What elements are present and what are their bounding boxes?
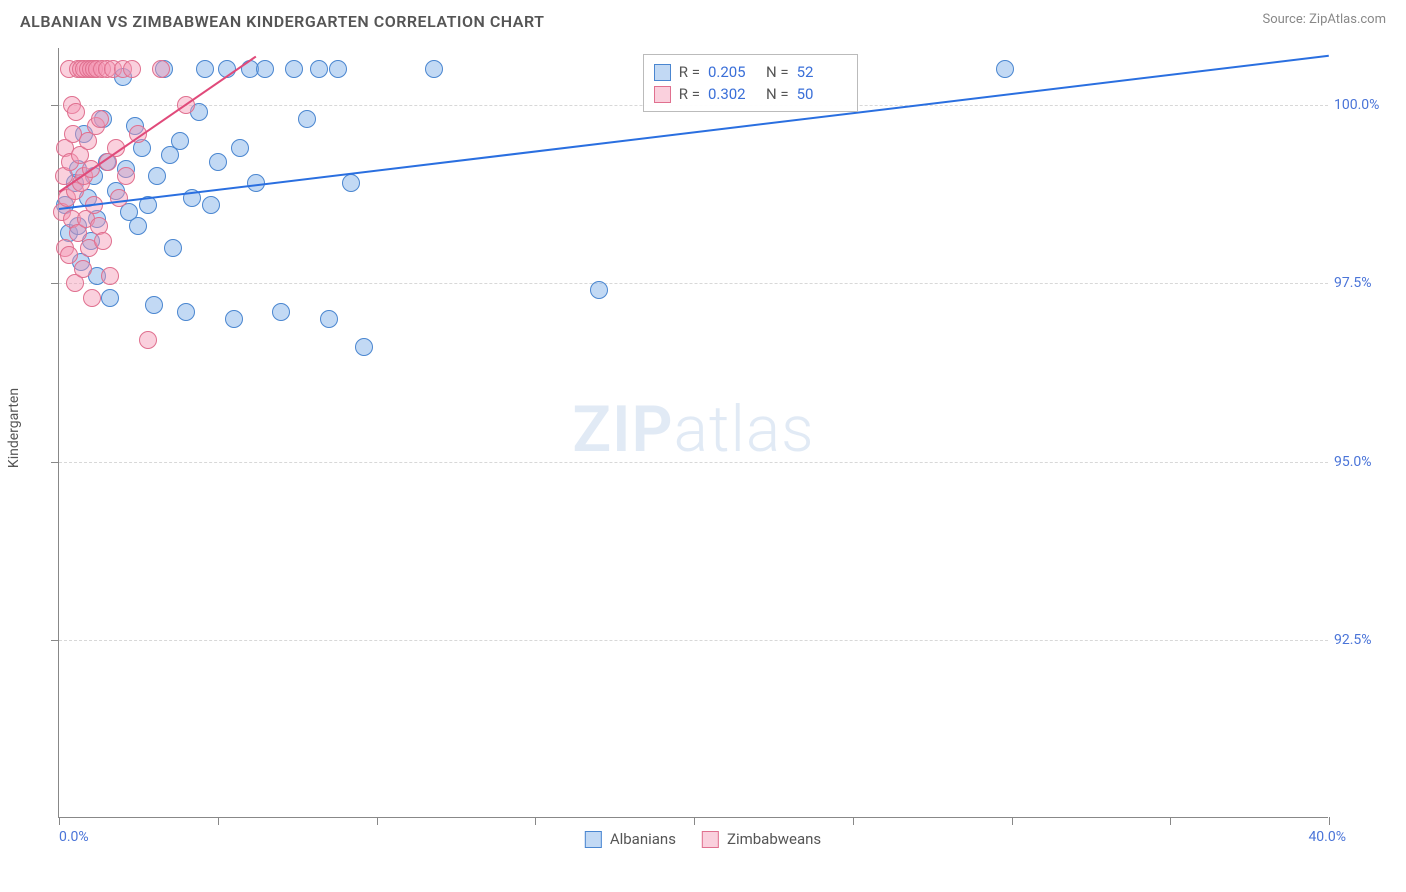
data-point-zimbabweans: [139, 331, 157, 349]
y-tick: [51, 640, 59, 641]
data-point-albanians: [425, 60, 443, 78]
x-tick: [1012, 817, 1013, 825]
data-point-zimbabweans: [123, 60, 141, 78]
data-point-albanians: [285, 60, 303, 78]
data-point-zimbabweans: [117, 167, 135, 185]
y-tick: [51, 462, 59, 463]
y-tick: [51, 105, 59, 106]
legend-swatch-albanians: [585, 831, 602, 848]
data-point-albanians: [148, 167, 166, 185]
stats-row-albanians: R = 0.205 N = 52: [654, 61, 847, 83]
x-tick: [377, 817, 378, 825]
data-point-zimbabweans: [60, 246, 78, 264]
n-label: N =: [766, 85, 789, 103]
data-point-albanians: [342, 174, 360, 192]
chart-title: ALBANIAN VS ZIMBABWEAN KINDERGARTEN CORR…: [20, 12, 544, 31]
x-tick: [694, 817, 695, 825]
stats-row-zimbabweans: R = 0.302 N = 50: [654, 83, 847, 105]
data-point-albanians: [320, 310, 338, 328]
data-point-zimbabweans: [74, 260, 92, 278]
data-point-albanians: [329, 60, 347, 78]
gridline: [59, 640, 1328, 641]
data-point-albanians: [209, 153, 227, 171]
data-point-albanians: [256, 60, 274, 78]
scatter-plot-area: ZIPatlas 92.5%95.0%97.5%100.0%0.0%40.0%R…: [58, 48, 1328, 818]
x-tick: [853, 817, 854, 825]
data-point-zimbabweans: [83, 289, 101, 307]
source-attribution: Source: ZipAtlas.com: [1262, 12, 1386, 27]
n-value: 52: [797, 63, 847, 81]
y-tick-label: 95.0%: [1334, 454, 1390, 470]
correlation-stats-box: R = 0.205 N = 52 R = 0.302 N = 50: [643, 54, 858, 112]
data-point-zimbabweans: [101, 267, 119, 285]
data-point-albanians: [164, 239, 182, 257]
data-point-albanians: [231, 139, 249, 157]
data-point-albanians: [129, 217, 147, 235]
x-tick: [535, 817, 536, 825]
y-tick: [51, 283, 59, 284]
legend-item-zimbabweans: Zimbabweans: [702, 830, 821, 848]
r-label: R =: [679, 63, 700, 81]
data-point-zimbabweans: [110, 189, 128, 207]
n-label: N =: [766, 63, 789, 81]
series-legend: Albanians Zimbabweans: [585, 830, 821, 848]
x-tick: [1329, 817, 1330, 825]
gridline: [59, 283, 1328, 284]
y-axis-label: Kindergarten: [6, 388, 22, 468]
data-point-albanians: [177, 303, 195, 321]
data-point-albanians: [272, 303, 290, 321]
data-point-albanians: [225, 310, 243, 328]
data-point-albanians: [996, 60, 1014, 78]
data-point-albanians: [145, 296, 163, 314]
gridline: [59, 462, 1328, 463]
x-min-label: 0.0%: [59, 829, 89, 845]
legend-swatch-zimbabweans: [702, 831, 719, 848]
x-tick: [59, 817, 60, 825]
x-tick: [218, 817, 219, 825]
data-point-albanians: [310, 60, 328, 78]
swatch-albanians: [654, 64, 671, 81]
y-tick-label: 92.5%: [1334, 632, 1390, 648]
y-tick-label: 97.5%: [1334, 275, 1390, 291]
r-value: 0.205: [708, 63, 758, 81]
data-point-zimbabweans: [91, 110, 109, 128]
r-value: 0.302: [708, 85, 758, 103]
r-label: R =: [679, 85, 700, 103]
data-point-albanians: [355, 338, 373, 356]
swatch-zimbabweans: [654, 86, 671, 103]
data-point-albanians: [298, 110, 316, 128]
watermark: ZIPatlas: [572, 391, 814, 466]
y-tick-label: 100.0%: [1334, 97, 1390, 113]
data-point-albanians: [171, 132, 189, 150]
data-point-albanians: [202, 196, 220, 214]
legend-label: Albanians: [610, 830, 676, 848]
data-point-zimbabweans: [152, 60, 170, 78]
x-max-label: 40.0%: [1308, 829, 1346, 845]
data-point-zimbabweans: [94, 232, 112, 250]
legend-item-albanians: Albanians: [585, 830, 676, 848]
x-tick: [1170, 817, 1171, 825]
data-point-albanians: [590, 281, 608, 299]
legend-label: Zimbabweans: [727, 830, 821, 848]
n-value: 50: [797, 85, 847, 103]
data-point-albanians: [101, 289, 119, 307]
data-point-zimbabweans: [67, 103, 85, 121]
data-point-albanians: [196, 60, 214, 78]
